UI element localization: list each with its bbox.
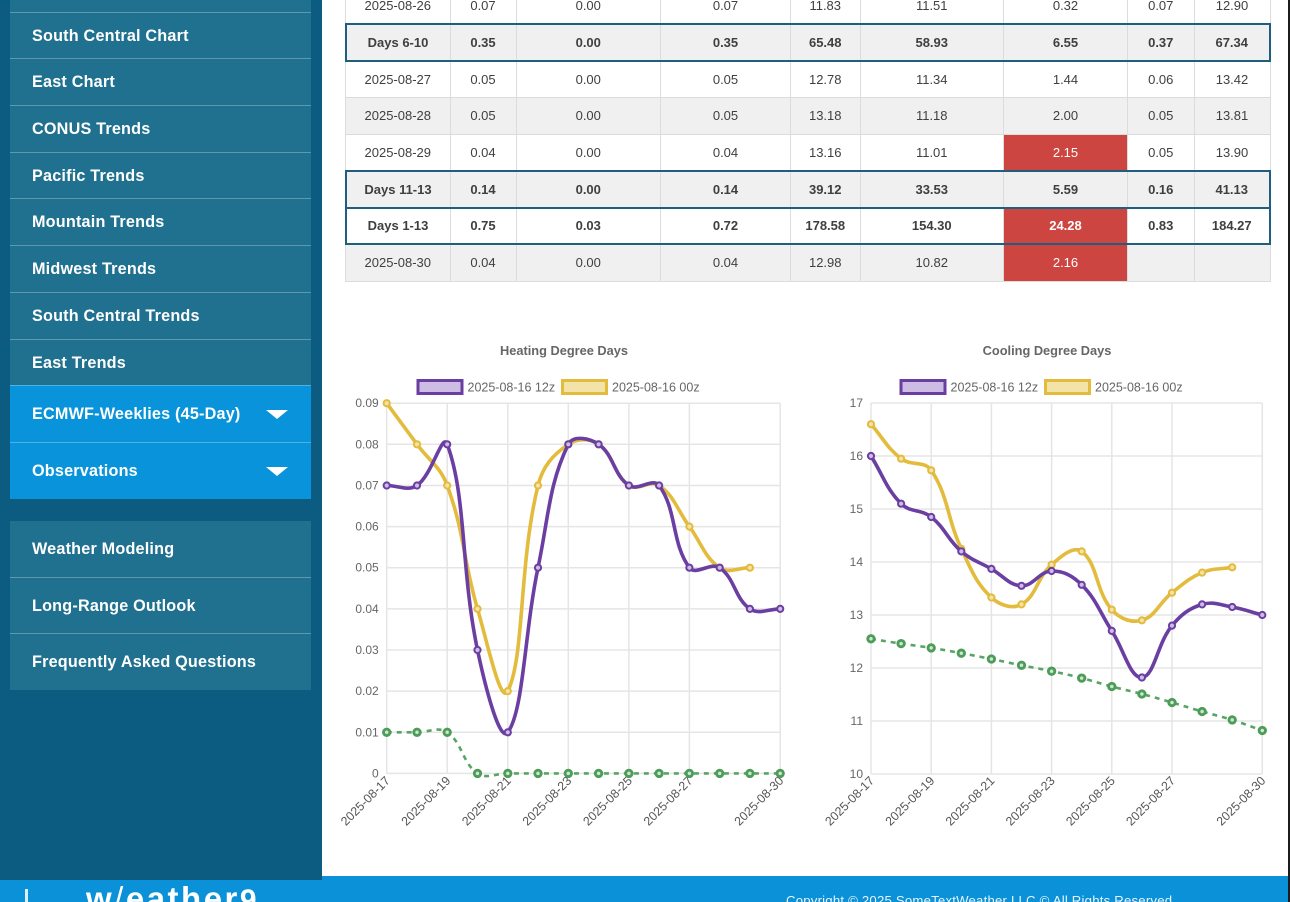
svg-text:13: 13 — [850, 608, 864, 622]
svg-text:2025-08-23: 2025-08-23 — [520, 774, 575, 829]
svg-text:2025-08-16 12z: 2025-08-16 12z — [951, 381, 1039, 395]
svg-text:14: 14 — [850, 555, 864, 569]
svg-text:2025-08-23: 2025-08-23 — [1003, 774, 1058, 829]
svg-text:0.01: 0.01 — [355, 725, 379, 739]
svg-text:Cooling Degree Days: Cooling Degree Days — [983, 343, 1112, 358]
svg-text:2025-08-25: 2025-08-25 — [580, 774, 635, 829]
svg-text:2025-08-27: 2025-08-27 — [641, 774, 696, 829]
svg-text:2025-08-21: 2025-08-21 — [459, 774, 514, 829]
svg-text:15: 15 — [850, 502, 864, 516]
svg-text:2025-08-30: 2025-08-30 — [1214, 774, 1269, 829]
svg-text:2025-08-19: 2025-08-19 — [883, 774, 938, 829]
svg-text:0.05: 0.05 — [355, 561, 379, 575]
svg-text:2025-08-27: 2025-08-27 — [1123, 774, 1178, 829]
svg-text:11: 11 — [851, 714, 864, 728]
svg-text:10: 10 — [850, 767, 864, 781]
svg-text:0.09: 0.09 — [355, 396, 379, 410]
svg-text:2025-08-21: 2025-08-21 — [943, 774, 998, 829]
svg-text:Heating Degree Days: Heating Degree Days — [500, 343, 628, 358]
svg-text:12: 12 — [850, 661, 864, 675]
svg-text:0.07: 0.07 — [355, 479, 379, 493]
svg-text:0.04: 0.04 — [355, 602, 379, 616]
svg-text:2025-08-19: 2025-08-19 — [399, 774, 454, 829]
svg-text:0.08: 0.08 — [355, 437, 379, 451]
svg-text:17: 17 — [850, 396, 864, 410]
svg-text:16: 16 — [850, 449, 864, 463]
svg-text:0.02: 0.02 — [355, 684, 379, 698]
svg-text:2025-08-17: 2025-08-17 — [822, 774, 877, 829]
svg-text:0.06: 0.06 — [355, 520, 379, 534]
svg-text:2025-08-30: 2025-08-30 — [732, 774, 787, 829]
svg-text:2025-08-25: 2025-08-25 — [1063, 774, 1118, 829]
svg-text:2025-08-16 00z: 2025-08-16 00z — [612, 381, 700, 395]
svg-text:0.03: 0.03 — [355, 643, 379, 657]
svg-text:2025-08-16 00z: 2025-08-16 00z — [1095, 381, 1183, 395]
svg-text:0: 0 — [372, 766, 379, 780]
svg-text:2025-08-17: 2025-08-17 — [338, 774, 393, 829]
svg-text:2025-08-16 12z: 2025-08-16 12z — [468, 381, 556, 395]
